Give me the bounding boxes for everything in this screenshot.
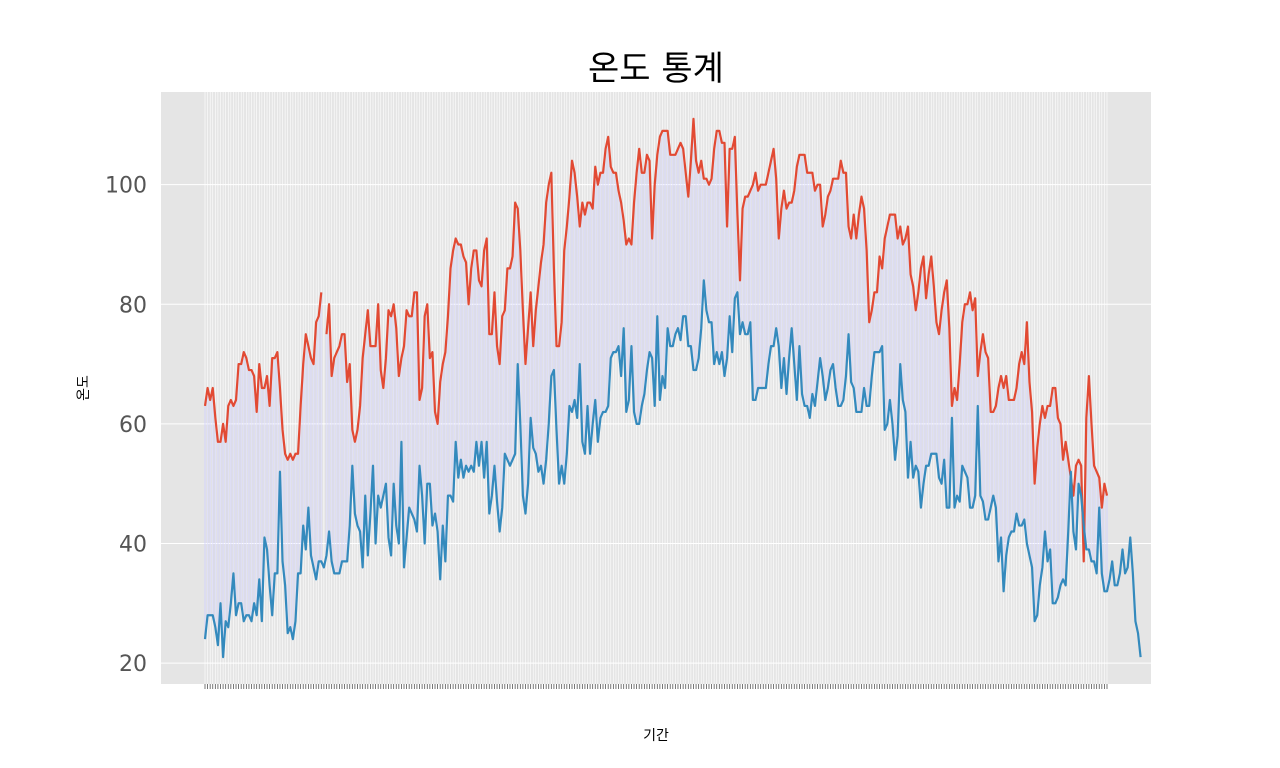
y-tick-label: 80 xyxy=(119,293,147,318)
low-temperature-line xyxy=(203,279,1142,659)
y-axis-label: 온도 xyxy=(76,375,92,401)
y-tick-label: 20 xyxy=(119,652,147,677)
y-tick-labels: 20 40 60 80 100 xyxy=(105,174,147,677)
chart-title: 온도 통계 xyxy=(588,49,724,89)
x-tick-marks xyxy=(204,684,1108,689)
grid-lines xyxy=(161,92,1151,684)
high-temperature-line xyxy=(203,117,1109,563)
y-tick-label: 40 xyxy=(119,532,147,557)
fill-between-area xyxy=(204,118,1108,658)
x-axis-label: 기간 xyxy=(643,728,669,744)
y-tick-label: 100 xyxy=(105,174,147,199)
y-tick-label: 60 xyxy=(119,413,147,438)
series-lines xyxy=(203,117,1142,659)
